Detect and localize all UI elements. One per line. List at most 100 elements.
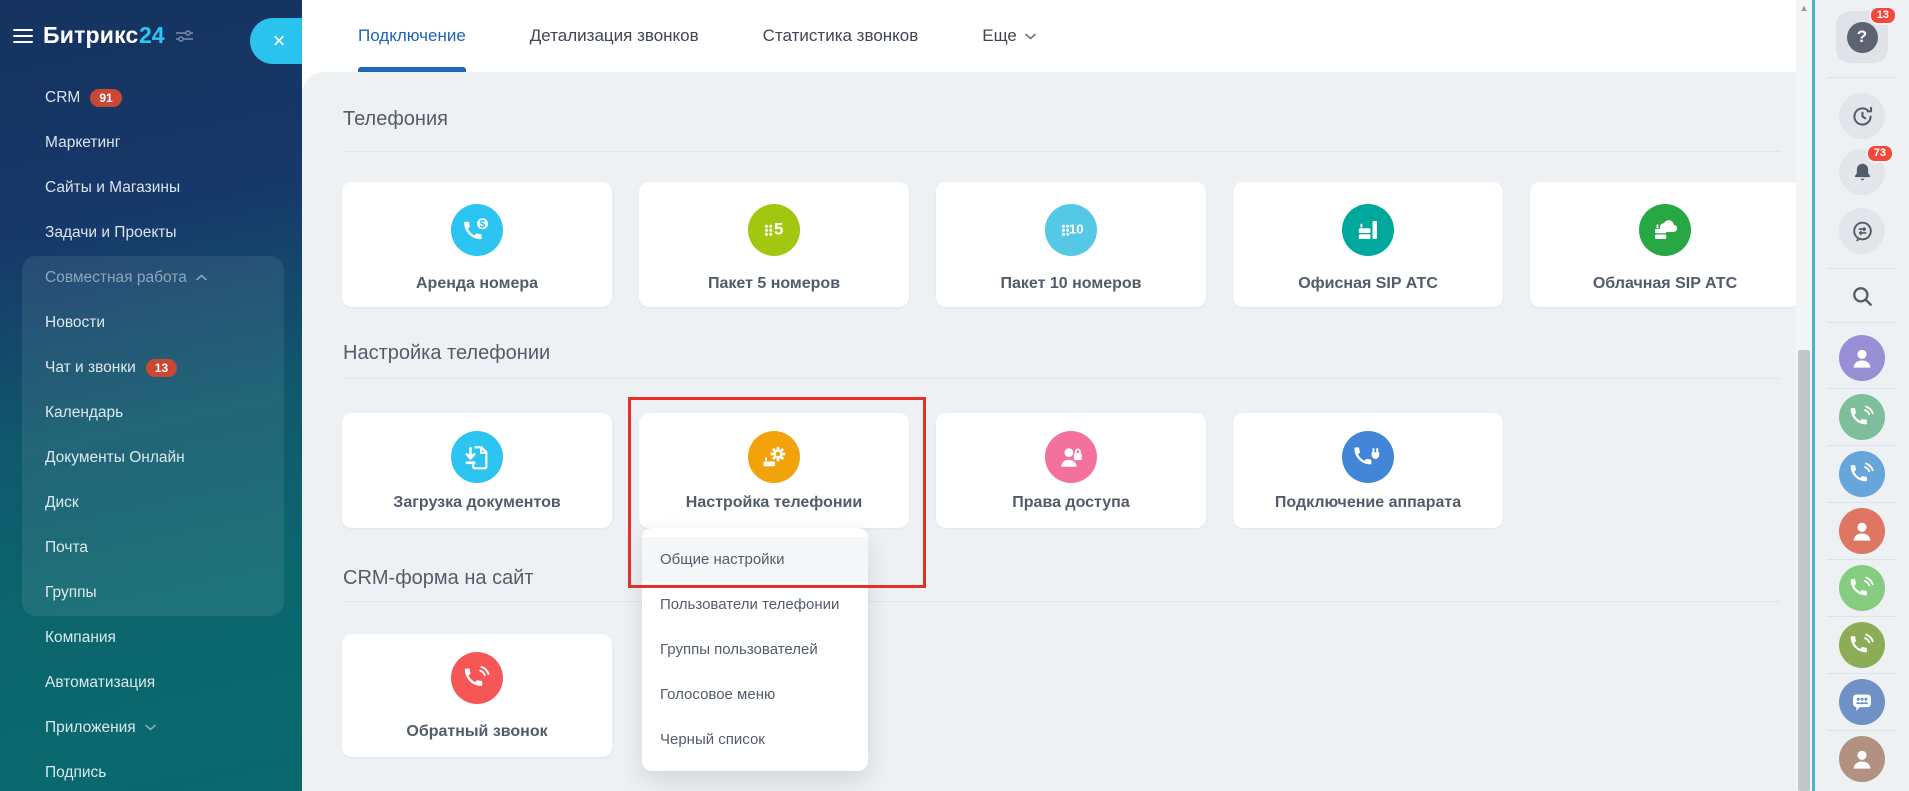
rightbar-divider [1827,445,1897,446]
card-пакет-10-номеров[interactable]: 10 Пакет 10 номеров [936,182,1206,307]
timeman-icon[interactable] [1839,93,1885,139]
sidebar-item-группы[interactable]: Группы [0,570,302,615]
close-slider-button[interactable]: × [250,18,302,64]
sidebar-item-label: Новости [45,313,106,331]
logo-brand: Битрикс [43,22,139,48]
sidebar-item-подпись[interactable]: Подпись [0,750,302,791]
card-подключение-аппарата[interactable]: Подключение аппарата [1233,413,1503,528]
right-toolbar: ? 13 73 [1815,0,1909,791]
sidebar: Битрикс 24 CRM 91 Маркетинг Сайты и Магазин… [0,0,302,791]
card-label: Загрузка документов [393,494,561,511]
phone-icon[interactable] [1839,451,1885,497]
hamburger-menu-icon[interactable] [13,28,33,44]
sidebar-item-чат-и-звонки[interactable]: Чат и звонки 13 [0,345,302,390]
messenger-icon[interactable] [1839,208,1885,254]
card-облачная-sip-атс[interactable]: Облачная SIP АТС [1530,182,1800,307]
rightbar-divider [1827,502,1897,503]
sidebar-item-совместная-работа[interactable]: Совместная работа [0,255,302,300]
svg-text:$: $ [480,219,486,231]
rightbar-divider [1827,77,1897,78]
cards-row-1: $ Аренда номера 5 Пакет 5 номеров 10 Пакет 10… [342,182,1800,307]
accent-divider-line [1812,0,1815,791]
card-обратный-звонок[interactable]: Обратный звонок [342,634,612,757]
card-аренда-номера[interactable]: $ Аренда номера [342,182,612,307]
card-label: Подключение аппарата [1274,494,1462,511]
section-divider [343,601,1780,602]
scroll-up-arrow[interactable]: ▲ [1799,3,1809,13]
bell-icon[interactable]: 73 [1839,144,1894,195]
sliders-icon[interactable] [175,28,194,44]
card-label: Настройка телефонии [685,494,863,511]
phone-dollar-icon: $ [451,204,503,256]
sidebar-item-новости[interactable]: Новости [0,300,302,345]
tab-label: Подключение [358,26,466,45]
card-label: Аренда номера [415,275,539,292]
sidebar-item-документы-онлайн[interactable]: Документы Онлайн [0,435,302,480]
dropdown-item-черный-список[interactable]: Черный список [642,717,868,762]
sidebar-item-label: Чат и звонки [45,358,136,376]
cards-row-3: Обратный звонок [342,634,612,757]
card-настройка-телефонии[interactable]: Настройка телефонии [639,413,909,528]
sidebar-item-сайты-и-магазины[interactable]: Сайты и Магазины [0,165,302,210]
content-area: Общие настройки Пользователи телефонии Гру… [302,72,1817,791]
notification-badge: 73 [1865,144,1894,163]
card-права-доступа[interactable]: Права доступа [936,413,1206,528]
person-icon[interactable] [1839,736,1885,782]
sidebar-item-почта[interactable]: Почта [0,525,302,570]
sidebar-item-задачи-и-проекты[interactable]: Задачи и Проекты [0,210,302,255]
scrollbar-thumb[interactable] [1798,350,1810,791]
phone-icon[interactable] [1839,622,1885,668]
section-title-crm-форма-на-сайт: CRM-форма на сайт [343,567,534,589]
sidebar-item-label: CRM [45,88,81,106]
cards-row-2: Загрузка документов Настройка телефонии Пр… [342,413,1503,528]
dropdown-item-label: Голосовое меню [660,686,776,703]
vertical-scrollbar[interactable]: ▲ [1796,0,1812,791]
sidebar-item-crm[interactable]: CRM 91 [0,75,302,120]
help-icon[interactable]: ? 13 [1836,6,1897,63]
sidebar-item-label: Компания [45,628,116,646]
sidebar-item-label: Подпись [45,763,107,781]
sidebar-item-автоматизация[interactable]: Автоматизация [0,660,302,705]
sidebar-item-label: Диск [45,493,79,511]
sidebar-item-label: Группы [45,583,97,601]
phone-icon[interactable] [1839,565,1885,611]
tab-подключение[interactable]: Подключение [358,0,466,72]
tabs-bar: Подключение Детализация звонков Статистика… [302,0,1817,72]
sidebar-item-диск[interactable]: Диск [0,480,302,525]
sidebar-item-label: Почта [45,538,89,556]
phone-icon[interactable] [1839,394,1885,440]
sidebar-item-label: Совместная работа [45,268,187,286]
dropdown-item-пользователи-телефонии[interactable]: Пользователи телефонии [642,582,868,627]
dropdown-item-label: Черный список [660,731,765,748]
tab-детализация-звонков[interactable]: Детализация звонков [530,0,699,72]
main-panel: Подключение Детализация звонков Статистика… [302,0,1817,791]
search-icon[interactable] [1839,273,1885,319]
sidebar-item-label: Документы Онлайн [45,448,185,466]
card-пакет-5-номеров[interactable]: 5 Пакет 5 номеров [639,182,909,307]
sidebar-item-маркетинг[interactable]: Маркетинг [0,120,302,165]
logo-suffix: 24 [138,22,165,48]
rightbar-divider [1827,559,1897,560]
person-icon[interactable] [1839,335,1885,381]
dropdown-item-общие-настройки[interactable]: Общие настройки [642,537,868,582]
rightbar-divider [1827,268,1897,269]
card-загрузка-документов[interactable]: Загрузка документов [342,413,612,528]
tab-еще[interactable]: Еще [982,0,1036,72]
sip-office-icon [1342,204,1394,256]
sidebar-item-календарь[interactable]: Календарь [0,390,302,435]
sidebar-item-приложения[interactable]: Приложения [0,705,302,750]
person-icon[interactable] [1839,508,1885,554]
card-label: Пакет 10 номеров [1000,275,1142,292]
card-label: Пакет 5 номеров [707,275,841,292]
question-glyph: ? [1846,21,1878,53]
tab-label: Детализация звонков [529,26,699,45]
dropdown-item-группы-пользователей[interactable]: Группы пользователей [642,627,868,672]
rightbar-divider [1827,730,1897,731]
chat-group-icon[interactable] [1839,679,1885,725]
dropdown-item-голосовое-меню[interactable]: Голосовое меню [642,672,868,717]
tab-label: Статистика звонков [762,26,919,45]
tab-статистика-звонков[interactable]: Статистика звонков [763,0,919,72]
card-офисная-sip-атс[interactable]: Офисная SIP АТС [1233,182,1503,307]
sidebar-item-компания[interactable]: Компания [0,615,302,660]
